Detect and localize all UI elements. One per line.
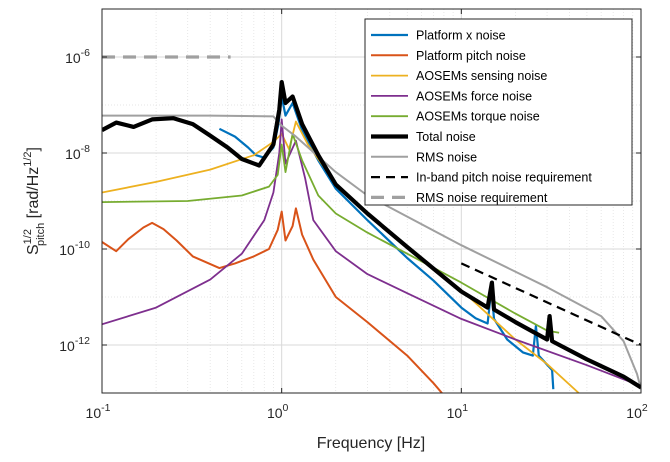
- legend-label: Platform pitch noise: [416, 49, 526, 63]
- series-line-8: [460, 262, 641, 347]
- legend-label: Total noise: [416, 130, 476, 144]
- y-axis-label-unit-sup: 1/2: [22, 151, 34, 166]
- legend-label: Platform x noise: [416, 29, 506, 43]
- y-tick-label: 10-10: [59, 239, 90, 258]
- y-tick-label: 10-6: [65, 47, 90, 66]
- legend-label: AOSEMs force noise: [416, 89, 532, 103]
- x-tick-label: 10-1: [86, 402, 111, 421]
- y-tick-label: 10-8: [65, 143, 90, 162]
- y-axis-label-unit: [rad/Hz: [25, 167, 42, 223]
- ticks: [101, 9, 642, 393]
- y-axis-label-sub: pitch: [35, 223, 47, 246]
- y-tick-label: 10-12: [59, 335, 90, 354]
- x-tick-label: 100: [267, 402, 289, 421]
- x-tick-label: 101: [447, 402, 469, 421]
- x-tick-label: 102: [626, 402, 648, 421]
- series-line-3: [102, 120, 580, 393]
- y-axis-label: S1/2pitch [rad/Hz1/2]: [22, 147, 47, 255]
- y-axis-label-base: S: [25, 244, 42, 255]
- legend-box: [364, 18, 633, 206]
- legend-label: RMS noise: [416, 150, 477, 164]
- legend-label: AOSEMs sensing noise: [416, 69, 547, 83]
- y-tick-labels: 10-12 10-10 10-8 10-6: [59, 47, 90, 354]
- series-line-2: [102, 207, 443, 393]
- x-tick-labels: 10-1 100 101 102: [86, 402, 648, 421]
- legend-label: In-band pitch noise requirement: [416, 171, 592, 185]
- legend: Platform x noise Platform pitch noise AOSE…: [364, 18, 633, 206]
- legend-label: AOSEMs torque noise: [416, 110, 540, 124]
- plot-frame: [101, 8, 642, 394]
- legend-label: RMS noise requirement: [416, 191, 548, 205]
- x-axis-label: Frequency [Hz]: [317, 435, 425, 452]
- y-axis-label-unit-close: ]: [25, 147, 42, 151]
- y-axis-label-sup: 1/2: [22, 229, 34, 244]
- series-line-6: [102, 80, 641, 390]
- series-line-5: [102, 133, 560, 334]
